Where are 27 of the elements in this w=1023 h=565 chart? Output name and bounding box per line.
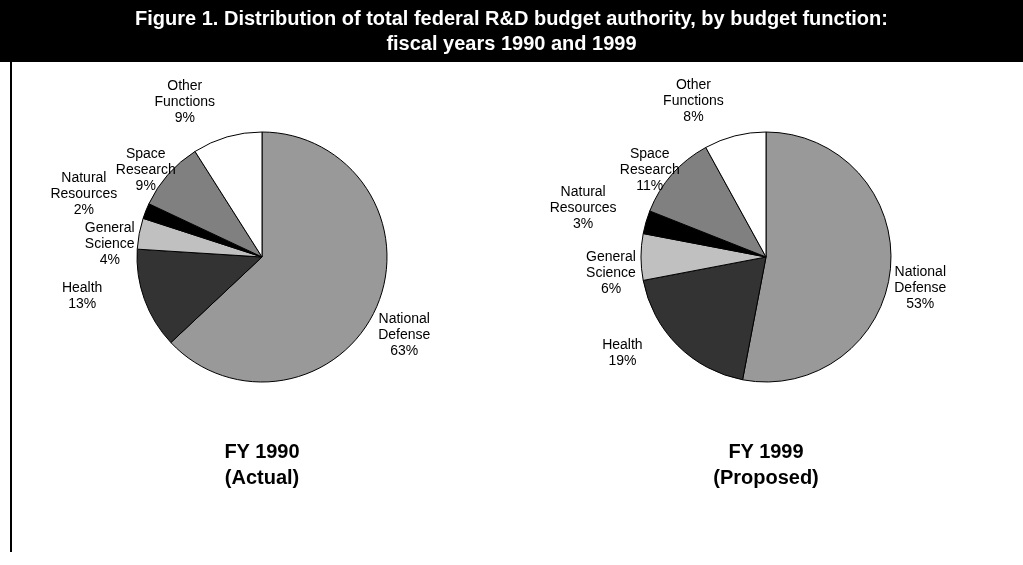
- slice-label: General Science: [586, 248, 637, 280]
- text: FY 1999 (Proposed): [713, 440, 819, 488]
- slice-label: National Defense: [378, 309, 431, 342]
- slice-label: Health: [602, 335, 643, 352]
- data-label: 11%: [636, 177, 664, 194]
- data-label: 9%: [135, 177, 156, 194]
- slice-label: Natural Resources: [549, 182, 617, 215]
- slice-label: Other Functions: [663, 75, 724, 108]
- text: Figure 1. Distribution of total federal R&D budget authority, by budget function: fiscal years 1990 and 1999: [134, 6, 889, 56]
- data-label: 63%: [390, 341, 419, 358]
- slice-label: Health: [61, 278, 103, 295]
- slice-label: Space Research: [115, 145, 176, 178]
- data-label: 2%: [73, 200, 94, 217]
- slice-label: National Defense: [894, 262, 947, 295]
- data-label: 6%: [600, 280, 622, 296]
- slice-label: Other Functions: [154, 77, 216, 110]
- data-label: 3%: [573, 214, 594, 231]
- slice-label: General Science: [84, 218, 135, 251]
- data-label: 19%: [608, 351, 637, 368]
- text: FY 1990 (Actual): [224, 440, 300, 488]
- data-label: 8%: [683, 107, 704, 124]
- data-label: 13%: [68, 294, 97, 311]
- slice-label: Space Research: [619, 145, 680, 178]
- data-label: 4%: [99, 250, 120, 267]
- slice-label: Natural Resources: [50, 168, 118, 201]
- data-label: 53%: [906, 294, 935, 311]
- data-label: 9%: [174, 109, 195, 126]
